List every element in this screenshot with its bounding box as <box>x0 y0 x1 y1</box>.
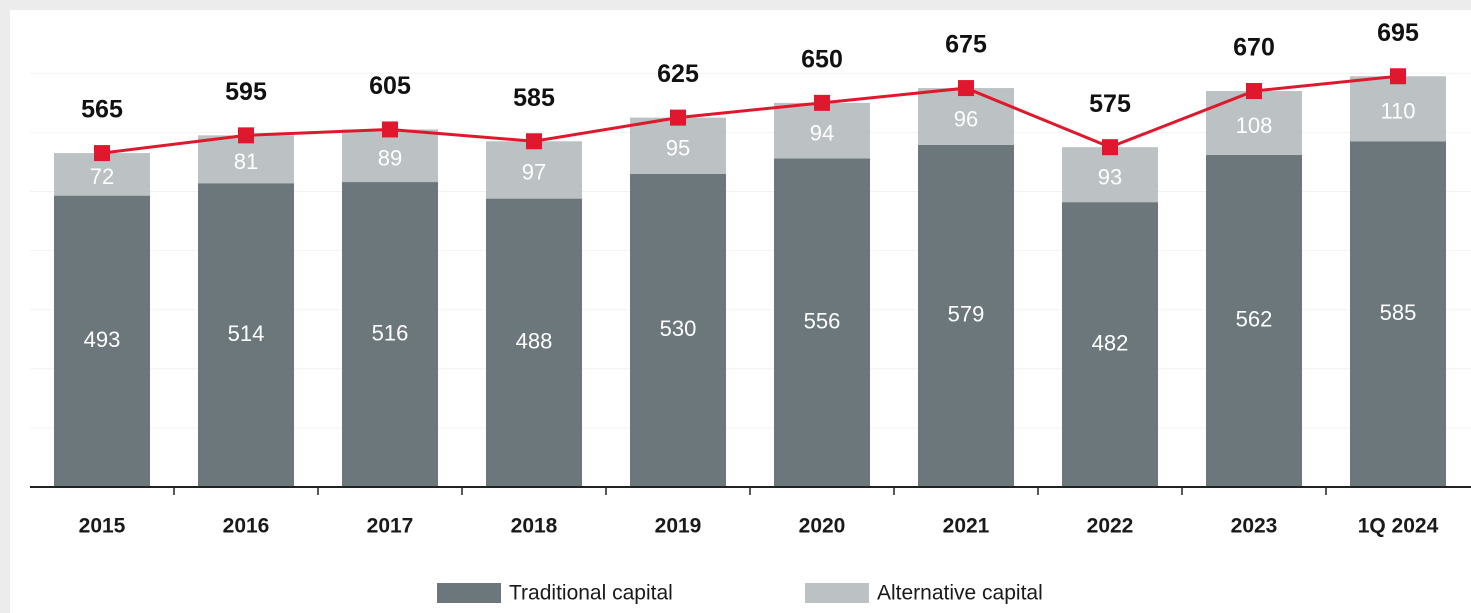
x-tick-label: 2019 <box>655 515 702 538</box>
total-marker <box>94 145 110 162</box>
bar-segment <box>1206 91 1302 155</box>
value-label: 94 <box>810 120 834 145</box>
bar-segment <box>486 198 582 488</box>
value-label: 585 <box>1380 300 1417 325</box>
bar-segment <box>486 141 582 199</box>
bar-segment <box>918 88 1014 145</box>
total-label: 575 <box>1089 90 1131 118</box>
total-marker <box>382 121 398 138</box>
value-label: 110 <box>1380 99 1415 124</box>
value-label: 89 <box>378 146 402 171</box>
bar-segment <box>774 158 870 488</box>
total-label: 595 <box>225 78 267 106</box>
total-label: 605 <box>369 72 411 100</box>
value-label: 81 <box>234 149 258 174</box>
x-tick-label: 2020 <box>799 515 846 538</box>
x-tick-label: 2023 <box>1231 515 1278 538</box>
total-marker <box>958 80 974 97</box>
bar-segment <box>342 129 438 183</box>
bar-segment <box>1062 202 1158 487</box>
total-label: 695 <box>1377 19 1419 47</box>
x-tick-label: 2021 <box>943 515 990 538</box>
total-label: 585 <box>513 84 555 112</box>
x-tick-label: 2017 <box>367 515 414 538</box>
bar-segment <box>774 102 870 159</box>
total-marker <box>1390 68 1406 85</box>
bar-segment <box>1350 141 1446 487</box>
value-label: 95 <box>666 136 690 161</box>
x-tick-label: 2016 <box>223 515 270 538</box>
value-label: 579 <box>948 302 985 327</box>
value-label: 96 <box>954 106 978 131</box>
value-label: 93 <box>1098 164 1122 189</box>
total-label: 650 <box>801 45 843 73</box>
total-marker <box>1246 83 1262 100</box>
total-label: 625 <box>657 60 699 88</box>
value-label: 482 <box>1092 330 1129 355</box>
bar-segment <box>630 173 726 487</box>
value-label: 97 <box>522 160 546 185</box>
bar-segment <box>918 144 1014 487</box>
total-marker <box>1102 139 1118 156</box>
total-label: 670 <box>1233 34 1275 62</box>
total-line <box>101 74 1399 155</box>
legend-label: Alternative capital <box>877 582 1043 605</box>
legend-swatch <box>805 583 869 603</box>
bar-segment <box>1062 147 1158 203</box>
x-tick-label: 1Q 2024 <box>1358 515 1439 538</box>
value-label: 516 <box>372 320 409 345</box>
value-label: 493 <box>84 327 121 352</box>
total-marker <box>526 133 542 150</box>
bar-segment <box>1206 154 1302 487</box>
value-label: 562 <box>1236 307 1273 332</box>
value-label: 488 <box>516 329 553 354</box>
value-label: 72 <box>90 164 114 189</box>
value-label: 514 <box>228 321 265 346</box>
bar-segment <box>630 117 726 174</box>
value-label: 556 <box>804 309 841 334</box>
value-label: 530 <box>660 316 697 341</box>
bar-segment <box>342 182 438 487</box>
x-tick-label: 2018 <box>511 515 558 538</box>
total-marker <box>670 109 686 126</box>
total-marker <box>238 127 254 144</box>
bar-segment <box>54 195 150 487</box>
x-tick-label: 2022 <box>1087 515 1134 538</box>
total-label: 675 <box>945 31 987 59</box>
bar-segment <box>198 183 294 487</box>
total-label: 565 <box>81 96 123 124</box>
legend-label: Traditional capital <box>509 582 673 605</box>
total-marker <box>814 94 830 111</box>
x-tick-label: 2015 <box>79 515 126 538</box>
value-label: 108 <box>1236 113 1273 138</box>
legend-swatch <box>437 583 501 603</box>
bar-segment <box>1350 76 1446 142</box>
